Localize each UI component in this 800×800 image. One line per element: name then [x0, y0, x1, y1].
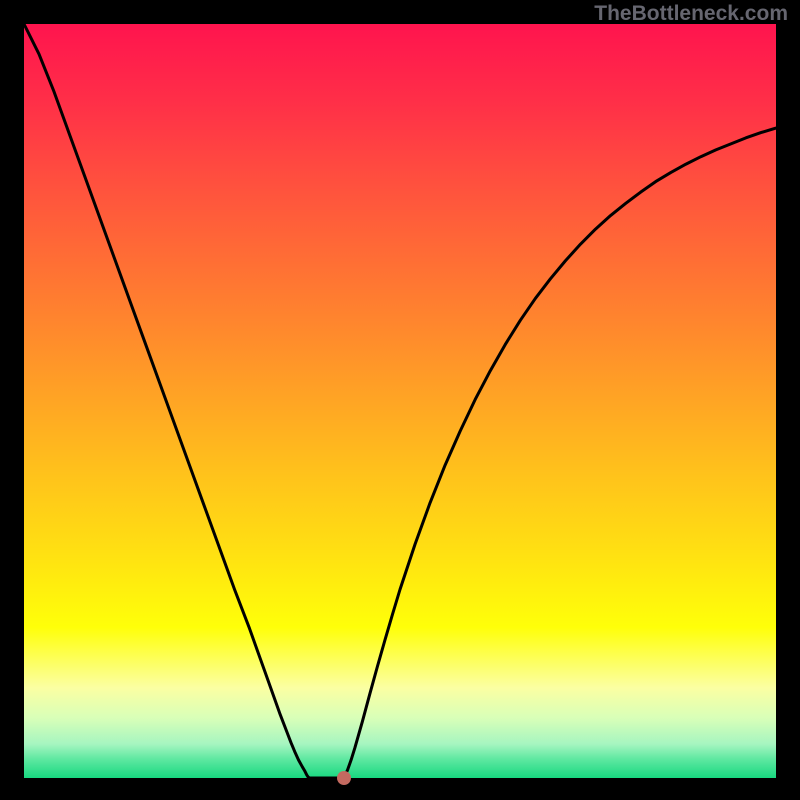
watermark-text: TheBottleneck.com	[594, 2, 788, 26]
plot-background	[24, 24, 776, 778]
chart-container: TheBottleneck.com	[0, 0, 800, 800]
optimal-point-marker	[337, 771, 351, 785]
